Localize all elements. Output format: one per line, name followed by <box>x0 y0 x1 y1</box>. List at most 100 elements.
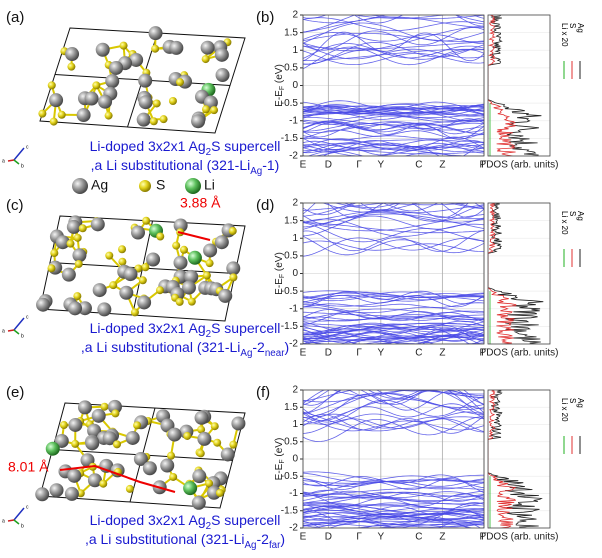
text-part: S supercell <box>211 320 280 336</box>
atom <box>213 438 222 447</box>
plot-frame <box>487 202 551 345</box>
bands <box>303 390 484 528</box>
y-tick-label: 1.5 <box>284 27 298 38</box>
caption: Li-doped 3x2x1 Ag2S supercell <box>90 138 281 158</box>
atom <box>179 245 188 254</box>
atom <box>148 26 163 41</box>
y-axis-label: E-EF (eV) <box>274 438 287 481</box>
atom <box>49 483 64 498</box>
band-line <box>303 25 484 52</box>
x-tick-label: Γ <box>356 160 362 171</box>
band-line <box>303 392 484 419</box>
band-line <box>303 490 484 499</box>
x-tick-label: C <box>415 160 422 171</box>
atom <box>55 235 70 250</box>
x-tick-label: E <box>300 532 307 543</box>
atom <box>210 106 219 115</box>
atom <box>151 44 160 53</box>
y-tick-label: 0 <box>292 454 298 465</box>
atom <box>191 114 206 129</box>
x-tick-label: Γ <box>481 348 487 359</box>
band-line <box>303 134 484 141</box>
legend-text: Li x 20 <box>560 398 569 422</box>
band-line <box>303 327 484 340</box>
text-part: S supercell <box>211 138 280 154</box>
text-part: S supercell <box>211 512 280 528</box>
band-line <box>303 325 484 331</box>
atom <box>187 250 202 265</box>
subscript: Ag <box>250 166 262 177</box>
band-line <box>303 48 484 61</box>
atom <box>156 232 165 241</box>
atom <box>59 421 68 430</box>
text-part: Li-doped 3x2x1 Ag <box>90 320 206 336</box>
panel-label: (c) <box>6 197 24 214</box>
atom <box>49 93 64 108</box>
atom <box>68 417 83 432</box>
band-line <box>303 515 484 520</box>
distance-label: 8.01 Å <box>8 459 49 475</box>
atom <box>95 42 110 57</box>
band-line <box>303 212 484 228</box>
pdos <box>488 15 542 156</box>
atom <box>187 297 196 306</box>
subscript: F <box>279 459 286 463</box>
legend-text: S <box>568 211 577 216</box>
caption: ,a Li substitutional (321-LiAg-1) <box>91 157 280 177</box>
band-line <box>303 119 484 126</box>
atom <box>141 263 150 272</box>
atom <box>66 239 75 248</box>
atom <box>72 248 87 263</box>
band-line <box>303 210 484 223</box>
atom <box>160 458 175 473</box>
x-tick-label: Y <box>377 160 384 171</box>
atom <box>138 95 153 110</box>
y-tick-label: 0 <box>292 80 298 91</box>
x-tick-label: Γ <box>481 160 487 171</box>
band-line <box>303 396 484 423</box>
atom <box>215 488 224 497</box>
text-part: ) <box>280 531 285 547</box>
band-line <box>303 230 484 252</box>
atom <box>45 441 60 456</box>
atom <box>133 451 148 466</box>
band-line <box>303 17 484 32</box>
band-line <box>303 390 484 410</box>
x-tick-label: Y <box>377 348 384 359</box>
band-line <box>303 111 484 122</box>
atom <box>49 117 58 126</box>
subscript: far <box>269 540 281 551</box>
band-line <box>303 413 484 433</box>
band-line <box>303 235 484 256</box>
band-line <box>303 203 484 217</box>
legend-text: Ag <box>576 23 585 33</box>
band-line <box>303 416 484 432</box>
atom <box>226 261 241 276</box>
atom <box>107 399 122 414</box>
band-line <box>303 50 484 65</box>
band-line <box>303 124 484 133</box>
x-tick-label: D <box>325 348 332 359</box>
legend-text: S <box>568 398 577 403</box>
atom <box>105 74 120 89</box>
x-tick-label: Γ <box>481 532 487 543</box>
band-line <box>303 105 484 110</box>
bands <box>303 15 484 156</box>
band-line <box>303 403 484 422</box>
y-tick-label: -2 <box>289 151 298 162</box>
band-line <box>303 323 484 336</box>
band-line <box>303 411 484 425</box>
plot-frame <box>302 389 485 529</box>
band-line <box>303 143 484 156</box>
atom <box>197 425 206 434</box>
atom <box>130 308 139 317</box>
atom <box>92 283 107 298</box>
atom <box>175 297 184 306</box>
band-line <box>303 490 484 501</box>
band-line <box>353 15 484 27</box>
legend-text: Li x 20 <box>560 211 569 235</box>
band-line <box>303 497 484 505</box>
band-line <box>303 311 484 326</box>
pdos-line <box>488 390 517 528</box>
atom <box>57 110 66 119</box>
